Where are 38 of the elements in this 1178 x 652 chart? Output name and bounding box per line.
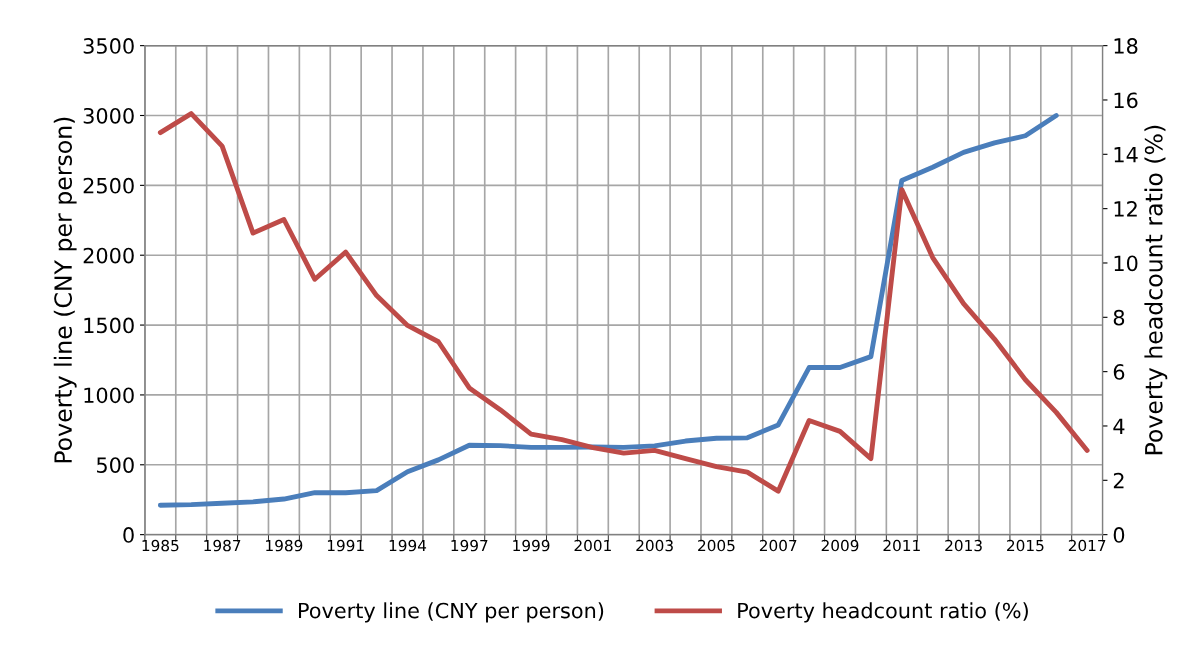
y-tick-label: 2000 xyxy=(83,247,134,264)
x-tick-label: 1985 xyxy=(142,539,179,552)
y2-tick-label: 18 xyxy=(1114,38,1138,54)
y2-tick-label: 4 xyxy=(1113,418,1125,434)
x-tick-label: 1989 xyxy=(266,539,303,552)
y2-tick-label: 10 xyxy=(1114,255,1138,272)
x-tick-label: 2017 xyxy=(1068,539,1106,552)
legend-label: Poverty line (CNY per person) xyxy=(299,602,604,623)
x-tick-label: 1987 xyxy=(204,539,241,552)
y-tick-label: 3000 xyxy=(83,107,134,124)
x-tick-label: 2011 xyxy=(883,539,920,552)
x-tick-label: 2015 xyxy=(1007,539,1044,552)
y-tick-label: 3500 xyxy=(83,38,134,54)
y2-tick-label: 2 xyxy=(1113,472,1124,489)
y2-tick-label: 6 xyxy=(1113,364,1125,380)
x-tick-label: 2009 xyxy=(821,539,859,552)
y2-tick-label: 0 xyxy=(1113,527,1125,543)
x-tick-label: 2007 xyxy=(759,539,797,552)
x-tick-label: 1994 xyxy=(389,539,427,552)
y2-tick-label: 12 xyxy=(1114,201,1137,217)
y-axis-title: Poverty line (CNY per person) xyxy=(53,117,77,463)
legend-label: Poverty headcount ratio (%) xyxy=(738,602,1028,623)
x-tick-label: 2003 xyxy=(636,539,673,552)
y-tick-label: 0 xyxy=(123,527,134,543)
y2-tick-label: 14 xyxy=(1114,147,1138,163)
x-tick-label: 1997 xyxy=(451,539,488,552)
y2-tick-label: 16 xyxy=(1114,92,1138,109)
y2-axis-title: Poverty headcount ratio (%) xyxy=(1144,125,1168,455)
y-tick-label: 2500 xyxy=(83,177,134,194)
x-tick-label: 2005 xyxy=(698,539,735,552)
x-tick-label: 2001 xyxy=(574,539,611,552)
y-tick-label: 1000 xyxy=(84,387,134,404)
y-tick-label: 1500 xyxy=(84,317,134,334)
y2-tick-label: 8 xyxy=(1113,309,1125,326)
y-tick-label: 500 xyxy=(97,457,134,473)
x-tick-label: 1991 xyxy=(327,539,364,552)
x-tick-label: 1999 xyxy=(513,539,550,552)
x-tick-label: 2013 xyxy=(945,539,982,552)
